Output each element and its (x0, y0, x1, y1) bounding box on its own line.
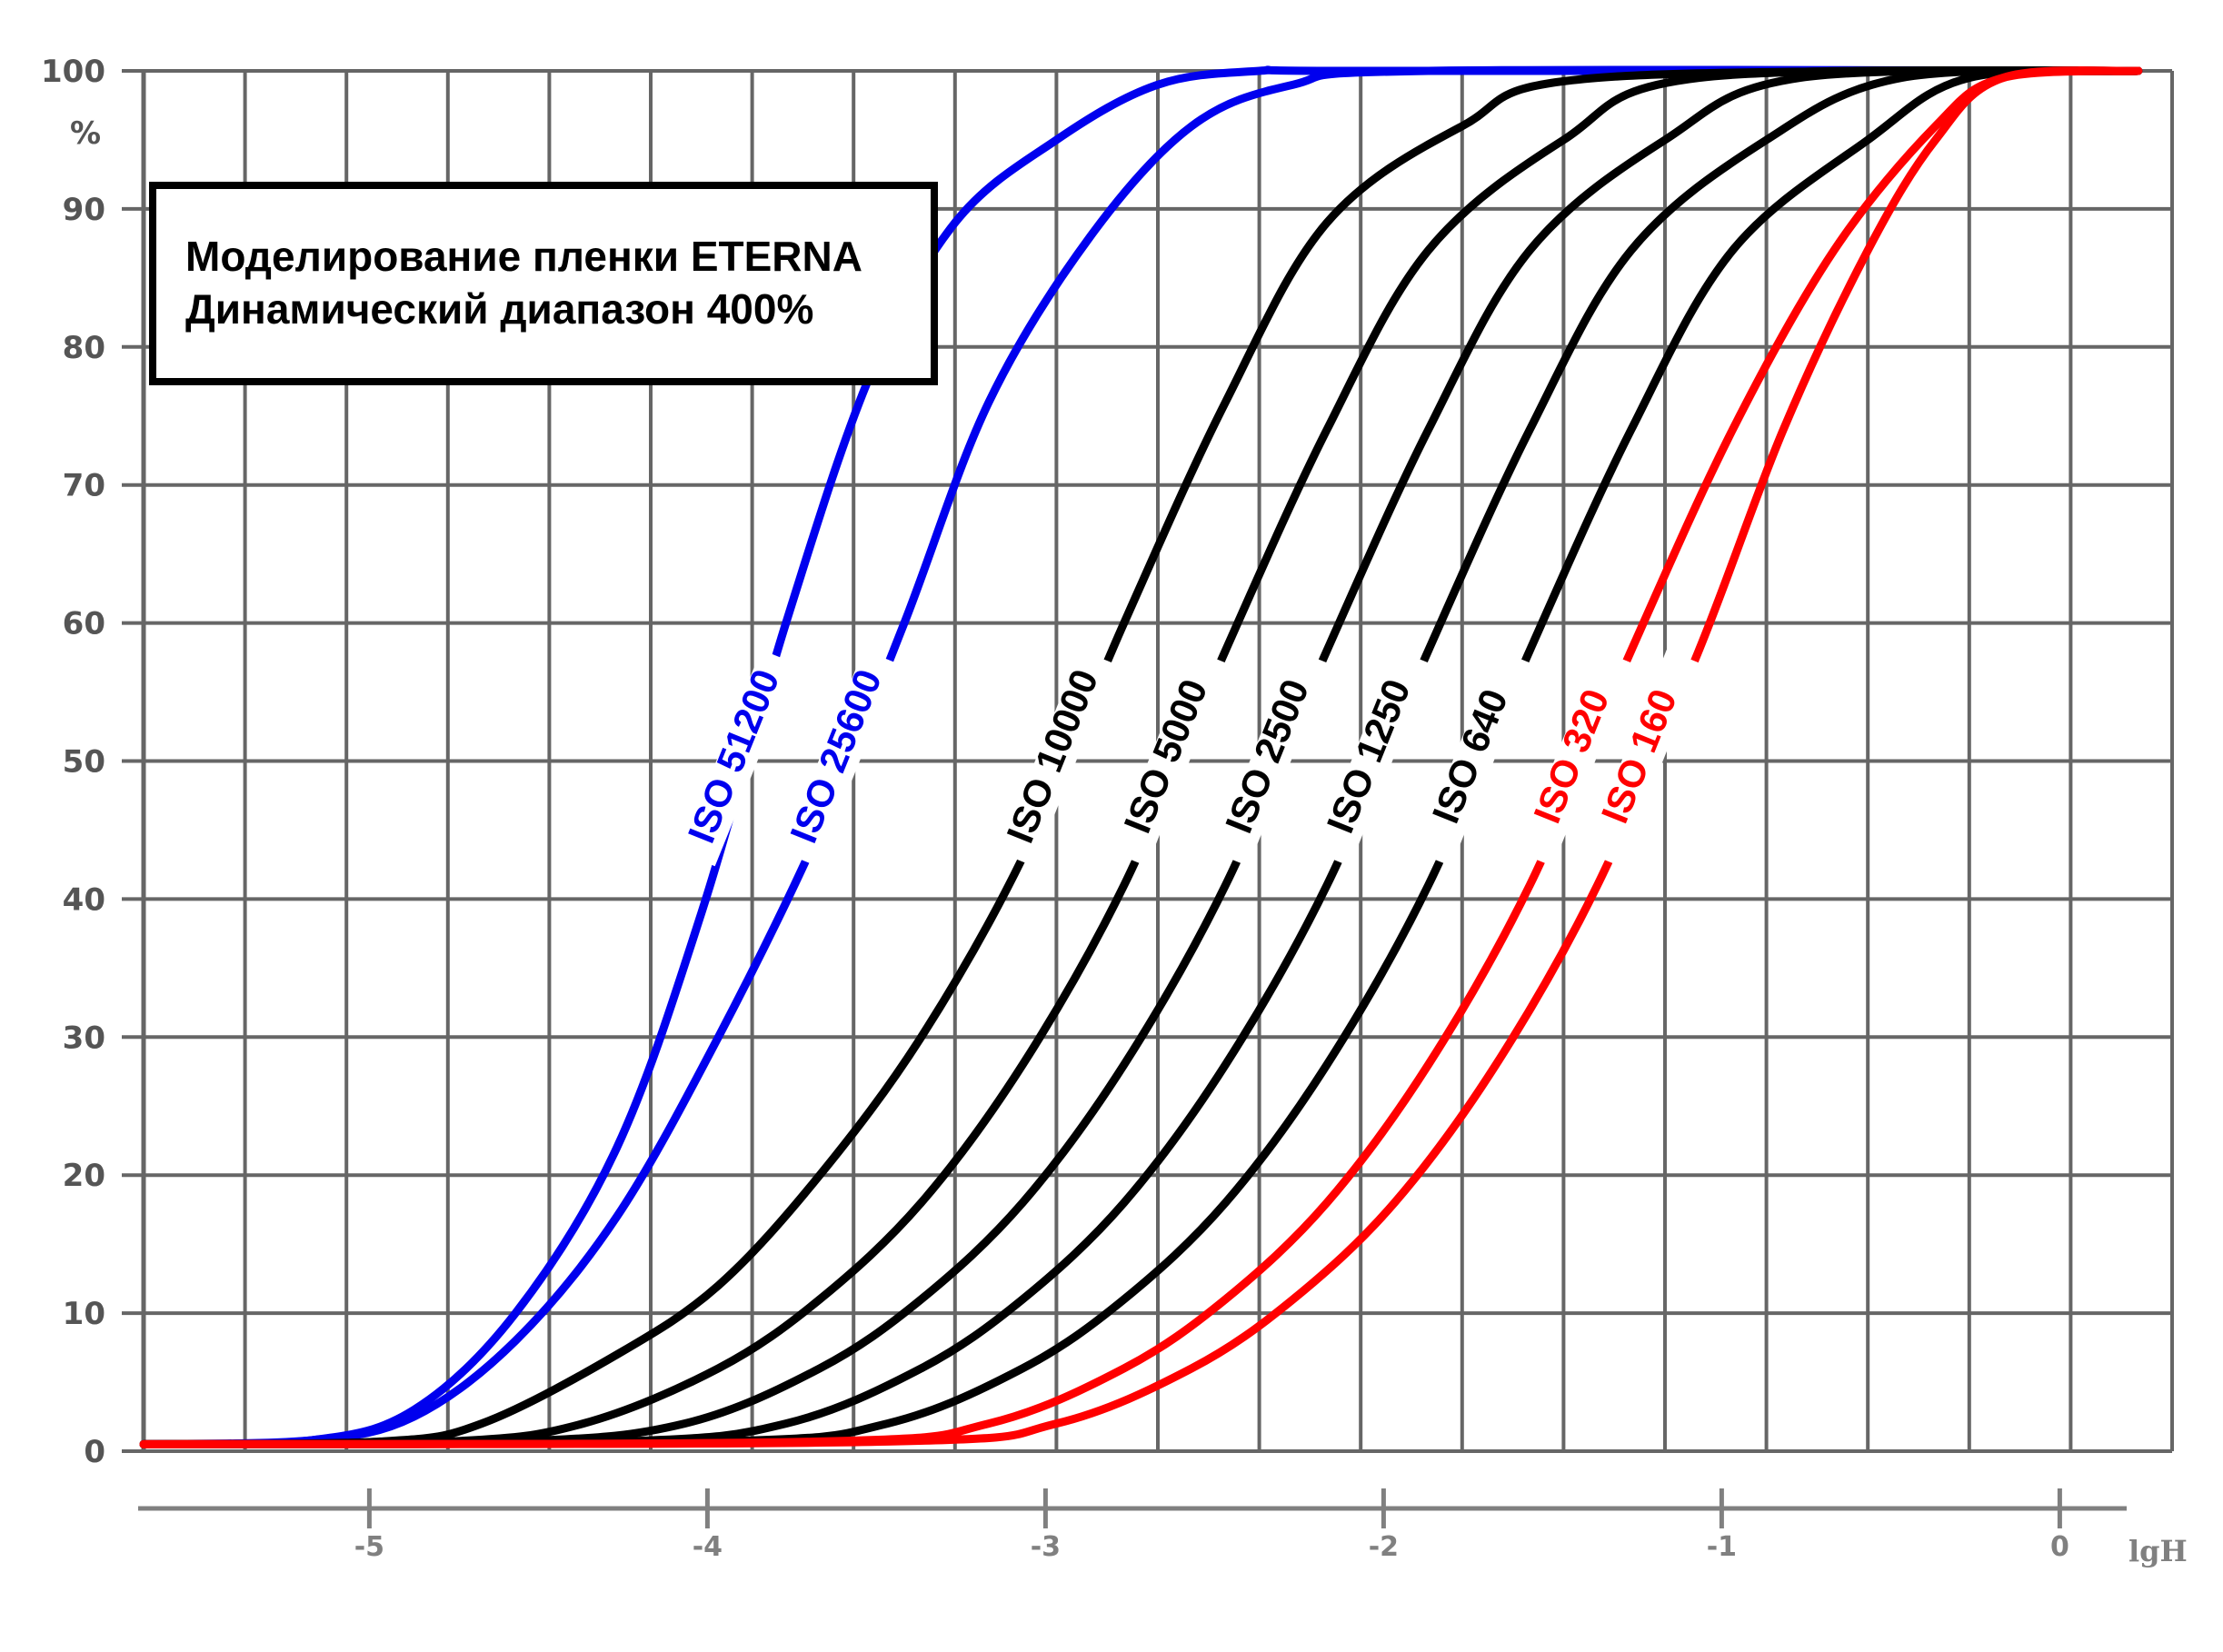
series-label-iso-10000: ISO 10000 (998, 663, 1106, 849)
y-tick-label: 30 (63, 1020, 105, 1056)
x-tick-label: -5 (354, 1531, 384, 1563)
series-label-group-iso-2500: ISO 2500 (1212, 649, 1331, 867)
y-tick-label: 10 (63, 1296, 105, 1332)
series-label-backdrop (1517, 649, 1635, 867)
y-tick-label: 70 (63, 468, 105, 504)
series-line-iso-160 (139, 66, 2143, 1448)
series-label-backdrop (679, 649, 797, 867)
title-box: Моделирование пленки ETERNA Динамический… (149, 182, 938, 385)
series-label-group-iso-640: ISO 640 (1415, 649, 1533, 867)
x-axis: -5 -4 -3 -2 -1 0 (138, 1488, 2127, 1563)
x-tick-label: 0 (2050, 1531, 2069, 1563)
series-label-backdrop (1212, 649, 1331, 867)
series-line-iso-640 (139, 66, 2143, 1448)
series-label-backdrop (1584, 649, 1702, 867)
series-label-backdrop (1415, 649, 1533, 867)
x-tick-label: -2 (1369, 1531, 1399, 1563)
series-line-iso-5000 (139, 66, 2143, 1448)
y-tick-label: 0 (84, 1434, 105, 1470)
series-line-iso-25600 (139, 65, 2143, 1448)
series-label-group-iso-10000: ISO 10000 (998, 649, 1116, 867)
series-lines (139, 65, 2143, 1448)
series-label-group-iso-1250: ISO 1250 (1314, 649, 1432, 867)
series-label-backdrop (782, 649, 900, 867)
series-label-backdrop (1112, 649, 1229, 867)
series-line-iso-51200 (139, 65, 2143, 1448)
series-label-backdrop (998, 649, 1116, 867)
x-axis-label: lgH (2128, 1534, 2188, 1568)
series-label-iso-640: ISO 640 (1424, 683, 1516, 829)
x-tick-label: -3 (1031, 1531, 1061, 1563)
y-tick-label: 20 (63, 1158, 105, 1194)
x-tick-label: -4 (693, 1531, 723, 1563)
series-label-group-iso-25600: ISO 25600 (782, 649, 900, 867)
series-label-group-iso-51200: ISO 51200 (679, 649, 797, 867)
y-tick-label: 100 (41, 54, 105, 90)
title-line-2: Динамический диапазон 400% (185, 285, 813, 333)
series-label-backdrop (1314, 649, 1432, 867)
y-axis-ticks: 0 10 20 30 40 50 60 70 80 90 100 (41, 54, 105, 1470)
series-line-iso-2500 (139, 66, 2143, 1448)
x-tick-label: -1 (1707, 1531, 1737, 1563)
y-axis-label: % (70, 115, 101, 152)
y-tick-label: 40 (63, 881, 105, 918)
y-tick-label: 80 (63, 330, 105, 366)
series-label-iso-51200: ISO 51200 (680, 663, 788, 849)
y-tick-label: 50 (63, 744, 105, 781)
title-line-1: Моделирование пленки ETERNA (185, 233, 862, 280)
series-label-group-iso-5000: ISO 5000 (1112, 649, 1229, 867)
y-tick-label: 60 (63, 606, 105, 642)
y-tick-label: 90 (63, 192, 105, 228)
series-label-iso-25600: ISO 25600 (782, 663, 890, 849)
series-line-iso-1250 (139, 66, 2143, 1448)
